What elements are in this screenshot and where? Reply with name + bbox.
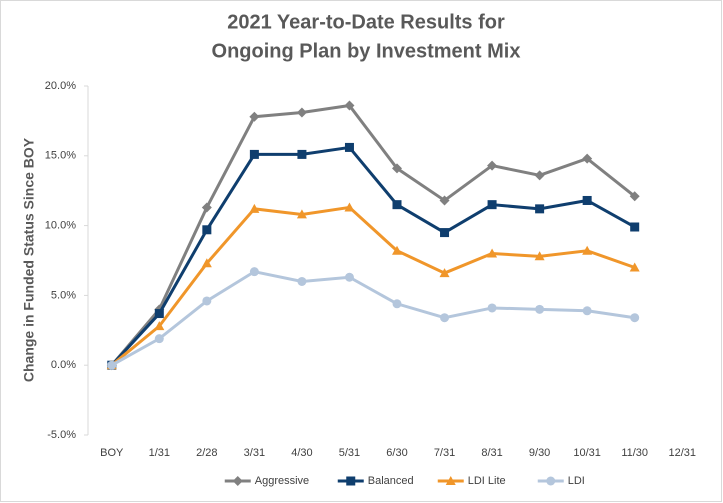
series-line (110, 205, 636, 367)
point (107, 360, 117, 370)
x-tick-label: BOY (100, 447, 124, 459)
point (534, 251, 545, 261)
legend-marker (346, 476, 356, 486)
x-tick-label: 12/31 (668, 447, 696, 459)
point (392, 245, 402, 255)
legend-label: Aggressive (255, 475, 309, 487)
point (249, 267, 259, 277)
series-line (111, 270, 635, 367)
point (297, 149, 307, 159)
y-tick-label: 15.0% (45, 150, 76, 162)
chart-title: Ongoing Plan by Investment Mix (212, 40, 521, 62)
point (201, 258, 212, 268)
x-tick-label: 11/30 (621, 447, 648, 459)
point (202, 296, 212, 306)
y-tick-label: -5.0% (47, 429, 76, 441)
point (440, 313, 450, 323)
y-tick-label: 5.0% (51, 289, 76, 301)
y-axis-label: Change in Funded Status Since BOY (21, 137, 37, 382)
x-tick-label: 2/28 (196, 447, 217, 459)
point (629, 191, 640, 202)
point (582, 306, 592, 316)
legend-marker (445, 476, 456, 485)
x-tick-label: 4/30 (291, 447, 312, 459)
point (534, 170, 545, 181)
point (630, 313, 640, 323)
x-tick-label: 1/31 (149, 447, 170, 459)
y-tick-label: 10.0% (45, 220, 76, 232)
point (487, 248, 498, 258)
point (249, 111, 260, 122)
point (439, 268, 450, 278)
point (582, 195, 592, 205)
series-line (110, 103, 636, 367)
x-tick-label: 9/30 (529, 447, 550, 459)
point (296, 107, 307, 118)
point (439, 195, 450, 206)
point (440, 228, 450, 238)
point (630, 222, 640, 232)
point (154, 309, 164, 319)
point (535, 204, 545, 214)
point (249, 149, 259, 159)
y-tick-label: 20.0% (45, 80, 76, 92)
x-tick-label: 5/31 (339, 447, 360, 459)
legend-marker (232, 476, 243, 486)
x-tick-label: 7/31 (434, 447, 455, 459)
legend-label: LDI (568, 475, 585, 487)
series-line (110, 145, 636, 367)
point (249, 203, 260, 213)
y-tick-label: 0.0% (51, 359, 76, 371)
legend-label: LDI Lite (468, 475, 506, 487)
point (297, 276, 307, 286)
point (629, 262, 640, 272)
point (487, 303, 497, 313)
x-tick-label: 10/31 (573, 447, 601, 459)
point (296, 209, 307, 219)
point (344, 142, 354, 152)
point (582, 245, 593, 255)
chart-title: 2021 Year-to-Date Results for (227, 11, 505, 33)
point (344, 202, 355, 212)
point (154, 334, 164, 344)
legend-marker (546, 476, 556, 486)
x-tick-label: 3/31 (244, 447, 265, 459)
point (392, 200, 402, 210)
point (154, 321, 165, 331)
point (202, 225, 212, 235)
point (392, 163, 402, 174)
x-tick-label: 6/30 (386, 447, 407, 459)
point (344, 272, 354, 282)
point (344, 100, 355, 111)
point (487, 160, 498, 171)
point (582, 153, 593, 164)
point (535, 304, 545, 314)
point (487, 200, 497, 210)
x-tick-label: 8/31 (481, 447, 502, 459)
point (392, 299, 402, 309)
legend-label: Balanced (368, 475, 414, 487)
point (201, 202, 212, 213)
